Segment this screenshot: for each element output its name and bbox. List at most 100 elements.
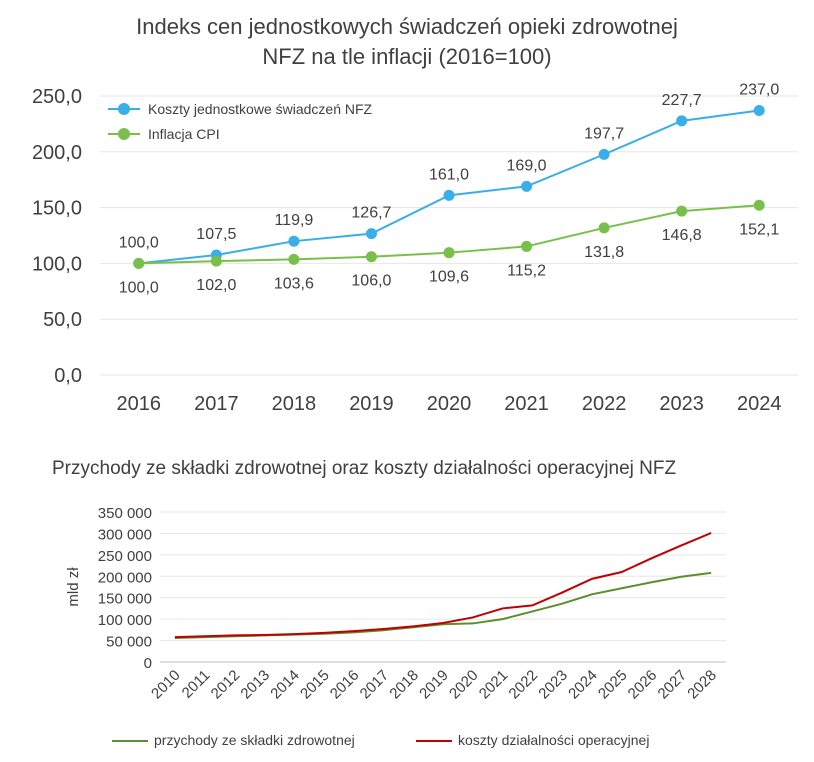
series-line-1 [174, 532, 712, 639]
data-label: 102,0 [196, 277, 236, 294]
x-tick-label: 2015 [297, 667, 333, 703]
chart2-plot: 0 50 000 100 000 150 000 200 000 250 000 300 0… [65, 505, 726, 703]
x-tick-label: 2014 [267, 667, 303, 703]
x-tick-label: 2022 [506, 667, 542, 703]
data-point [676, 205, 688, 217]
y-tick-label: 50 000 [106, 634, 152, 651]
legend-item-cpi: Inflacja CPI [108, 125, 378, 143]
data-label: 107,5 [196, 226, 236, 243]
x-tick-label: 2011 [179, 667, 214, 702]
x-tick-label: 2017 [194, 393, 239, 415]
x-tick-label: 2017 [357, 667, 393, 703]
y-tick-label: 300 000 [98, 526, 152, 543]
data-point [133, 257, 145, 269]
data-label: 126,7 [351, 205, 391, 222]
chart1-plot: 0,0 50,0 100,0 150,0 200,0 250,0 2016 2017 2018 2… [32, 82, 798, 415]
data-point [753, 105, 765, 117]
data-point [753, 199, 765, 211]
x-tick-label: 2024 [565, 667, 601, 703]
y-tick-label: 350 000 [98, 505, 152, 522]
data-point [521, 240, 533, 252]
x-tick-label: 2021 [504, 393, 549, 415]
y-tick-label: 0,0 [54, 365, 82, 387]
data-label: 227,7 [662, 92, 702, 109]
x-tick-label: 2018 [272, 393, 317, 415]
chart1-title-suffix: (2016=100) [438, 44, 552, 69]
data-label: 146,8 [662, 227, 702, 244]
chart1-title-line2: NFZ na tle inflacji (2016=100) [0, 42, 814, 72]
y-tick-label: 100 000 [98, 612, 152, 629]
legend-item-opcosts: koszty działalności operacyjnej [416, 732, 649, 748]
chart-revenue-costs: Przychody ze składki zdrowotnej oraz kos… [0, 440, 814, 762]
data-label: 237,0 [739, 82, 779, 99]
legend-line-green [112, 740, 148, 743]
chart2-title: Przychody ze składki zdrowotnej oraz kos… [52, 458, 677, 479]
data-label: 106,0 [351, 273, 391, 290]
data-point [288, 253, 300, 265]
series-line-0 [174, 571, 712, 639]
data-point [598, 222, 610, 234]
x-tick-label: 2026 [625, 667, 661, 703]
data-point [365, 228, 377, 240]
data-label: 109,6 [429, 269, 469, 286]
x-tick-label: 2027 [655, 667, 691, 703]
data-point [598, 148, 610, 160]
legend-item-costs: Koszty jednostkowe świadczeń NFZ [108, 100, 378, 118]
chart1-legend: Koszty jednostkowe świadczeń NFZ Inflacj… [108, 100, 378, 150]
x-tick-label: 2025 [595, 667, 631, 703]
x-tick-label: 2021 [476, 667, 512, 703]
data-label: 169,0 [507, 157, 547, 174]
x-tick-label: 2012 [208, 667, 244, 703]
y-tick-label: 150 000 [98, 591, 152, 608]
data-label: 152,1 [739, 221, 779, 238]
x-tick-label: 2022 [582, 393, 627, 415]
data-label: 115,2 [507, 262, 546, 279]
x-tick-label: 2018 [386, 667, 422, 703]
legend-marker-blue [108, 103, 140, 115]
data-label: 103,6 [274, 275, 314, 292]
x-tick-label: 2013 [237, 667, 273, 703]
x-tick-label: 2023 [535, 667, 571, 703]
y-tick-label: 250,0 [32, 86, 82, 108]
data-point [521, 180, 533, 192]
data-label: 131,8 [584, 244, 624, 261]
x-tick-label: 2019 [416, 667, 452, 703]
x-tick-label: 2010 [148, 667, 184, 703]
legend-item-revenue: przychody ze składki zdrowotnej [112, 732, 355, 748]
x-tick-label: 2024 [737, 393, 782, 415]
data-label: 100,0 [119, 234, 159, 251]
x-tick-label: 2019 [349, 393, 394, 415]
y-tick-label: 50,0 [43, 309, 82, 331]
y-tick-label: 100,0 [32, 253, 82, 275]
data-point [443, 189, 455, 201]
data-label: 119,9 [274, 212, 313, 229]
y-tick-label: 200 000 [98, 569, 152, 586]
chart1-title-line1: Indeks cen jednostkowych świadczeń opiek… [136, 14, 678, 39]
chart-cost-index: Indeks cen jednostkowych świadczeń opiek… [0, 12, 814, 415]
data-label: 161,0 [429, 166, 469, 183]
legend-marker-green [108, 128, 140, 140]
data-label: 100,0 [119, 279, 159, 296]
data-point [288, 235, 300, 247]
y-tick-label: 0 [144, 655, 152, 672]
legend-label-costs: Koszty jednostkowe świadczeń NFZ [148, 101, 373, 117]
data-point [443, 247, 455, 259]
data-point [210, 255, 222, 267]
chart1-title: Indeks cen jednostkowych świadczeń opiek… [0, 12, 814, 72]
y-tick-label: 250 000 [98, 548, 152, 565]
y-tick-label: 150,0 [32, 198, 82, 220]
x-tick-label: 2020 [427, 393, 472, 415]
data-point [365, 251, 377, 263]
y-axis-label: mld zł [65, 567, 82, 607]
legend-label-revenue: przychody ze składki zdrowotnej [154, 732, 355, 748]
chart1-title-main: NFZ na tle inflacji [262, 44, 433, 69]
data-label: 197,7 [584, 125, 624, 142]
legend-line-red [416, 740, 452, 743]
x-tick-label: 2023 [659, 393, 704, 415]
x-tick-label: 2028 [684, 667, 720, 703]
legend-label-opcosts: koszty działalności operacyjnej [458, 732, 650, 748]
legend-label-cpi: Inflacja CPI [148, 126, 220, 142]
x-tick-label: 2020 [446, 667, 482, 703]
data-point [676, 115, 688, 127]
x-tick-label: 2016 [327, 667, 363, 703]
